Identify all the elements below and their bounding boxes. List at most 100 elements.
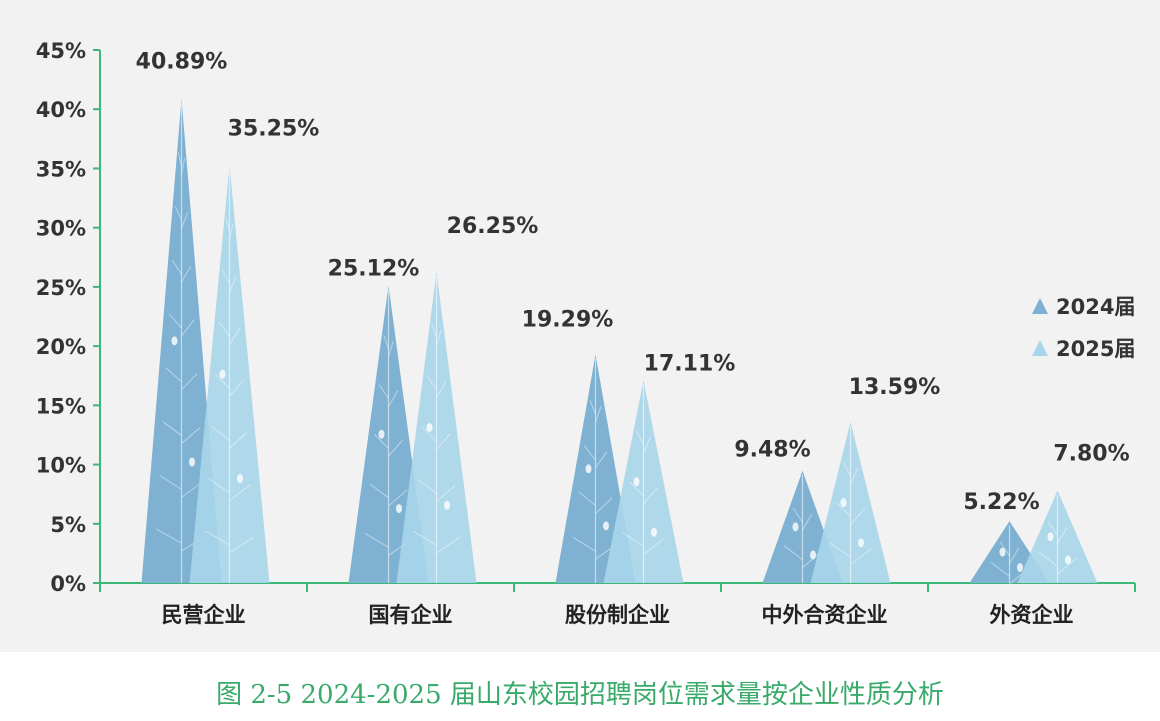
bar-branch xyxy=(177,152,182,167)
bar-branch xyxy=(229,484,251,502)
bars xyxy=(141,98,1098,585)
bar-branch xyxy=(802,513,813,531)
bar-dot xyxy=(444,500,450,510)
y-axis: 0% 5% 10% 15% 20% 25% 30% 35% 40% 45% xyxy=(36,39,101,596)
bar-branch xyxy=(162,421,182,436)
bar-dot xyxy=(585,464,592,474)
bar-branch xyxy=(1047,521,1058,536)
bar-branch xyxy=(850,548,872,566)
y-tick-label: 10% xyxy=(36,454,86,478)
bar-branch xyxy=(383,334,389,350)
category-label: 股份制企业 xyxy=(565,603,670,627)
bar-branch xyxy=(426,375,437,390)
y-tick-label: 25% xyxy=(36,276,86,300)
legend: 2024届 2025届 xyxy=(1032,295,1135,361)
category-label: 国有企业 xyxy=(369,603,453,627)
bar-branch xyxy=(436,536,461,554)
bar-branch xyxy=(572,536,596,552)
value-label-2024-2: 19.29% xyxy=(522,308,614,333)
bar-dot xyxy=(237,474,243,484)
bar-branch xyxy=(836,502,851,517)
bar-dot xyxy=(1047,532,1054,542)
bar-branch xyxy=(622,531,644,547)
bar-branch xyxy=(222,269,230,285)
bar-branch xyxy=(159,474,182,490)
bar-branch xyxy=(643,537,665,555)
bar-branch xyxy=(218,321,230,337)
bar-branch xyxy=(436,381,447,398)
bar-branch xyxy=(208,478,230,494)
bar-branch xyxy=(990,561,1010,577)
value-labels: 40.89% 35.25% 25.12% 26.25% 19.29% 17.11% 9.48… xyxy=(136,50,1130,515)
bar-chart: 0% 5% 10% 15% 20% 25% 30% 35% 40% 45% 民营企业 国有企业 股份制… xyxy=(36,39,1136,627)
bar-branch xyxy=(165,367,182,383)
bar-dot xyxy=(171,336,178,346)
figure-caption: 图 2-5 2024-2025 届山东校园招聘岗位需求量按企业性质分析 xyxy=(216,680,944,710)
bar-dot xyxy=(810,550,816,560)
bar-branch xyxy=(225,217,230,232)
bar-branch xyxy=(1009,547,1020,565)
bar-dot xyxy=(396,504,402,514)
bar-branch xyxy=(229,432,248,449)
value-label-2025-4: 7.80% xyxy=(1053,442,1129,467)
bar-branch xyxy=(181,373,198,391)
bar-dot xyxy=(426,423,433,433)
y-tick-label: 35% xyxy=(36,157,86,181)
bar-branch xyxy=(1038,551,1058,567)
bar-branch xyxy=(595,451,608,469)
bar-branch xyxy=(999,541,1010,557)
value-label-2025-0: 35.25% xyxy=(228,116,320,141)
bar-dot xyxy=(999,547,1006,557)
bar-branch xyxy=(1057,557,1077,575)
bar-branch xyxy=(229,379,244,397)
bar-branch xyxy=(388,489,408,507)
bar-branch xyxy=(589,400,596,415)
legend-marker-2025 xyxy=(1032,340,1048,356)
bar-dot xyxy=(840,498,847,508)
bar-branch xyxy=(229,223,234,240)
y-tick-label: 15% xyxy=(36,394,86,418)
bar-branch xyxy=(629,481,644,497)
bar-branch xyxy=(181,212,189,229)
bar-dot xyxy=(1065,555,1071,565)
y-tick-label: 45% xyxy=(36,39,86,63)
bar-dot xyxy=(189,457,195,467)
bar-branch xyxy=(171,259,182,275)
bar-branch xyxy=(229,536,255,554)
legend-marker-2024 xyxy=(1032,298,1048,314)
bar-branch xyxy=(378,384,389,399)
value-label-2024-4: 5.22% xyxy=(963,490,1039,515)
bar-branch xyxy=(792,507,803,523)
bar-branch xyxy=(417,478,437,494)
value-label-2025-1: 26.25% xyxy=(447,214,539,239)
y-tick-label: 40% xyxy=(36,98,86,122)
bar-branch xyxy=(369,483,389,499)
category-label: 中外合资企业 xyxy=(762,603,888,627)
bar-dot xyxy=(858,538,864,548)
bar-branch xyxy=(374,433,389,449)
value-label-2024-3: 9.48% xyxy=(734,438,810,463)
bar-branch xyxy=(412,530,437,546)
bar-branch xyxy=(643,436,651,454)
bar-dot xyxy=(603,521,609,531)
bar-branch xyxy=(595,497,613,514)
bar-branch xyxy=(181,427,201,444)
bar-branch xyxy=(595,406,602,423)
bar-branch xyxy=(829,542,851,558)
bar-branch xyxy=(388,390,399,407)
category-label: 外资企业 xyxy=(990,603,1074,627)
bar-branch xyxy=(181,319,195,337)
bar-branch xyxy=(436,433,451,450)
bar-branch xyxy=(174,206,182,221)
value-label-2025-2: 17.11% xyxy=(644,351,736,376)
y-tick-label: 0% xyxy=(50,572,86,596)
bar-branch xyxy=(364,532,389,548)
bar-dot xyxy=(219,369,226,379)
legend-label-2025: 2025届 xyxy=(1056,337,1135,361)
bar-branch xyxy=(583,445,596,461)
bar-branch xyxy=(388,340,394,358)
bar-branch xyxy=(422,427,437,442)
value-label-2024-1: 25.12% xyxy=(328,256,420,281)
bar-branch xyxy=(850,508,865,525)
bar-branch xyxy=(636,430,644,446)
